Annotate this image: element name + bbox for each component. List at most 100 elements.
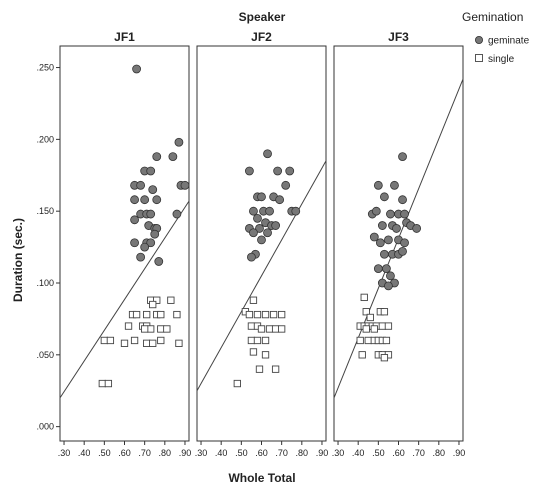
geminate-point: [392, 224, 401, 233]
geminate-point: [136, 180, 146, 190]
single-point: [247, 322, 256, 330]
single-point: [124, 322, 133, 330]
y-tick-label: .200: [36, 134, 54, 144]
single-point: [153, 296, 161, 304]
x-tick-label: .80: [159, 448, 172, 458]
single-point: [141, 325, 149, 333]
single-point: [132, 310, 141, 319]
x-tick-label: .80: [296, 448, 309, 458]
geminate-point: [390, 180, 399, 190]
geminate-point: [152, 195, 162, 205]
panels: JF1 .30 .40 .50 .60 .70 .80 .90 .000 .050 .100 .150…: [36, 30, 465, 458]
geminate-point: [249, 206, 258, 216]
geminate-point: [257, 235, 266, 245]
geminate-point: [384, 281, 393, 291]
geminate-point: [255, 224, 264, 233]
panel-title: JF2: [251, 30, 272, 44]
single-point: [271, 325, 280, 333]
geminate-point: [136, 252, 146, 262]
geminate-point: [257, 192, 266, 202]
y-tick-label: .050: [36, 350, 54, 360]
single-point: [143, 339, 151, 347]
single-point: [382, 336, 391, 345]
geminate-point: [265, 206, 274, 216]
single-point: [149, 339, 157, 347]
single-point: [362, 325, 370, 333]
geminate-point: [168, 152, 178, 162]
fit-line: [196, 160, 327, 391]
geminate-point: [412, 224, 422, 233]
geminate-point: [172, 209, 182, 219]
geminate-point: [400, 209, 409, 219]
geminate-point: [373, 180, 383, 190]
geminate-point: [150, 229, 160, 239]
single-point: [104, 379, 113, 388]
geminate-point: [369, 232, 379, 242]
single-point: [364, 336, 372, 345]
single-point: [245, 310, 254, 319]
single-point: [249, 296, 258, 304]
speaker-super-title: Speaker: [239, 10, 286, 24]
single-point: [100, 336, 108, 345]
single-point: [380, 308, 389, 316]
geminate-point: [146, 238, 156, 248]
single-point: [167, 296, 175, 304]
geminate-point: [148, 185, 158, 195]
single-point: [380, 354, 389, 362]
geminate-point: [285, 166, 295, 176]
single-point: [271, 365, 280, 373]
single-point: [98, 379, 106, 388]
single-point: [120, 339, 129, 347]
geminate-point: [291, 206, 301, 216]
single-point: [233, 379, 241, 388]
x-tick-label: .60: [118, 448, 131, 458]
single-point: [360, 293, 368, 302]
x-tick-label: .50: [98, 448, 111, 458]
single-point: [247, 336, 256, 345]
geminate-point: [245, 166, 254, 176]
geminate-point: [398, 246, 407, 256]
geminate-point: [263, 149, 272, 159]
single-point: [278, 325, 286, 333]
geminate-point: [398, 152, 407, 162]
x-tick-label: .70: [275, 448, 288, 458]
geminate-point: [140, 195, 150, 205]
single-point: [149, 300, 157, 309]
geminate-point: [386, 209, 395, 219]
legend-title: Gemination: [462, 10, 523, 24]
geminate-point: [281, 180, 291, 190]
legend-single-label: single: [488, 54, 515, 65]
single-point: [157, 325, 165, 333]
single-point: [384, 322, 393, 330]
single-point: [269, 310, 278, 319]
x-tick-label: .50: [235, 448, 248, 458]
geminate-point: [275, 195, 285, 205]
x-tick-label: .30: [332, 448, 345, 458]
single-point: [163, 325, 171, 333]
single-point: [265, 325, 274, 333]
single-point: [143, 310, 151, 319]
legend-geminate-marker: [474, 36, 483, 45]
single-point: [173, 310, 181, 319]
x-tick-label: .30: [58, 448, 71, 458]
geminate-point: [273, 166, 283, 176]
geminate-point: [379, 192, 389, 202]
single-point: [249, 348, 258, 356]
y-tick-label: .250: [36, 63, 54, 73]
geminate-point: [154, 257, 164, 266]
geminate-point: [130, 238, 139, 248]
geminate-point: [377, 221, 387, 230]
geminate-point: [384, 235, 393, 245]
x-tick-label: .60: [392, 448, 405, 458]
geminate-point: [371, 206, 381, 216]
x-tick-label: .40: [352, 448, 365, 458]
geminate-point: [375, 238, 385, 248]
single-point: [157, 336, 165, 345]
single-point: [370, 325, 378, 333]
legend-geminate-label: geminate: [488, 36, 530, 47]
geminate-point: [130, 215, 139, 225]
geminate-point: [130, 195, 139, 205]
panel-jf2: JF2 .30 .40 .50 .60 .70 .80 .90: [195, 30, 328, 458]
